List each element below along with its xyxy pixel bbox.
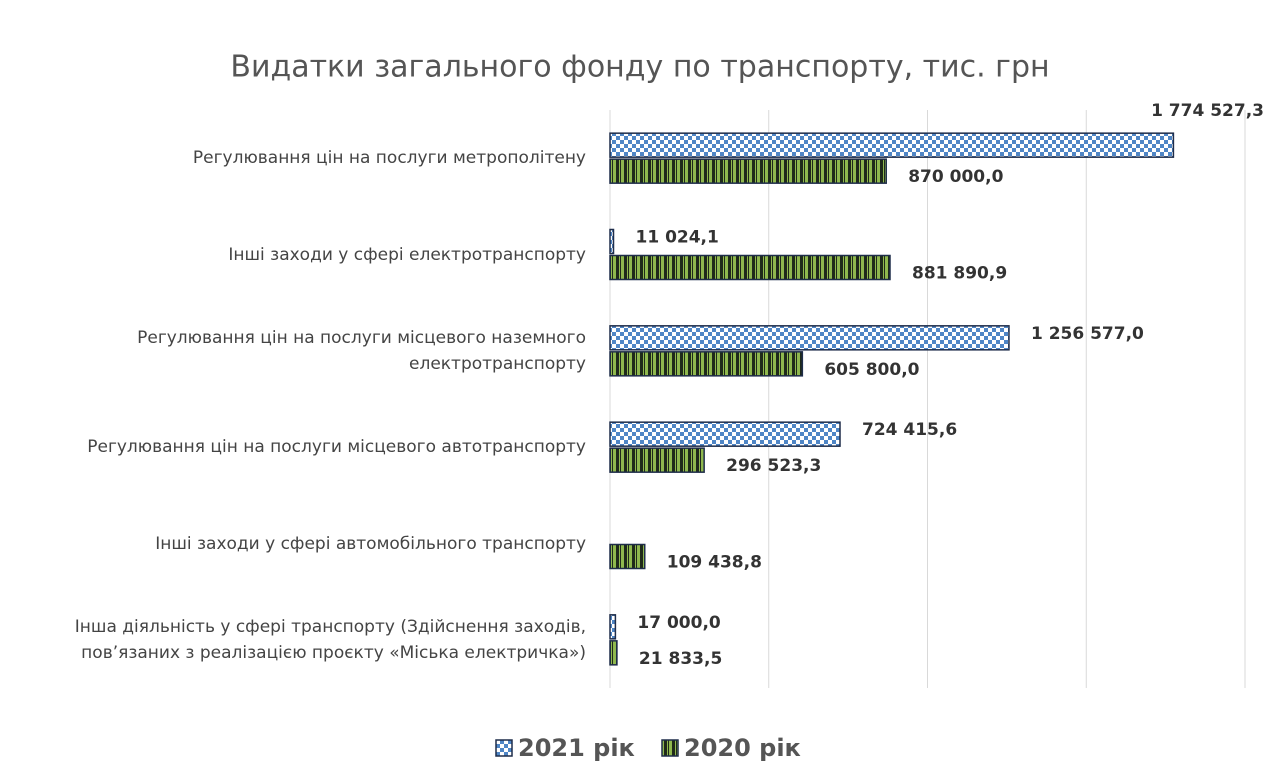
category-label: Регулювання цін на послуги метрополітену [192,148,586,169]
data-label: 724 415,6 [862,420,957,440]
bar [609,325,1010,351]
bar [609,614,617,640]
bar [609,447,705,473]
data-label: 296 523,3 [726,456,821,476]
bar [609,254,891,281]
data-label: 1 256 577,0 [1031,324,1144,344]
category-label: Регулювання цін на послуги місцевого наз… [137,327,586,374]
category-label: Регулювання цін на послуги місцевого авт… [87,437,586,458]
data-label: 11 024,1 [636,228,719,248]
data-label: 605 800,0 [824,360,919,380]
category-label: Інша діяльність у сфері транспорту (Здій… [74,616,586,663]
bar [609,132,1175,158]
chart-title: Видатки загального фонду по транспорту, … [230,50,1049,85]
category-label: Інші заходи у сфері електротранспорту [228,244,586,265]
legend-swatch [495,739,513,757]
legend-label: 2020 рік [684,734,801,762]
bar [609,640,618,666]
data-label: 870 000,0 [908,167,1003,187]
data-label: 17 000,0 [637,613,721,633]
bar [609,543,646,570]
legend-swatch [661,739,679,757]
data-label: 881 890,9 [912,264,1007,284]
data-label: 1 774 527,3 [1151,101,1264,121]
bar [609,351,804,377]
legend-label: 2021 рік [518,734,635,762]
data-label: 109 438,8 [667,553,762,573]
bar [609,421,841,447]
category-label: Інші заходи у сфері автомобільного транс… [155,533,586,554]
bar [609,228,615,255]
data-label: 21 833,5 [639,649,722,669]
bar [609,158,887,184]
